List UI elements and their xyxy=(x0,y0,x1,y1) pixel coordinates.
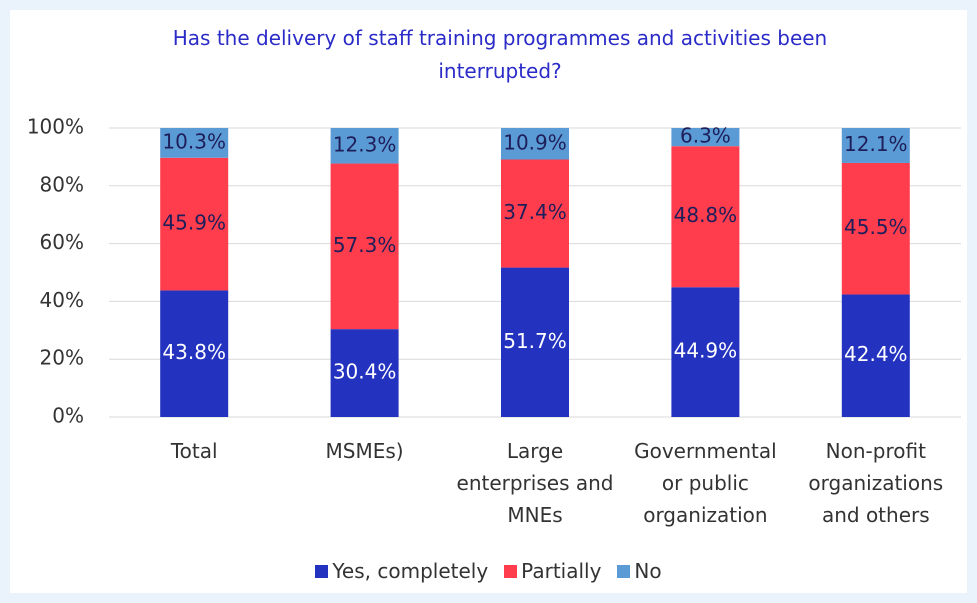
legend-swatch xyxy=(504,564,518,578)
bar-segment xyxy=(501,159,569,268)
data-label: 43.8% xyxy=(162,340,226,364)
x-tick-label: MSMEs) xyxy=(325,439,404,463)
bar-segment xyxy=(841,162,910,295)
legend: Yes, completely Partially No xyxy=(0,559,977,583)
legend-label: Partially xyxy=(521,559,602,583)
bar-segment xyxy=(841,294,910,417)
legend-item: No xyxy=(617,559,662,583)
x-tick-label: Non-profit organizations and others xyxy=(808,439,944,527)
legend-item: Partially xyxy=(504,559,601,583)
x-tick-label: Large enterprises and MNEs xyxy=(456,439,614,527)
bar-segment xyxy=(160,128,229,158)
bar-segment xyxy=(671,128,740,147)
data-label: 6.3% xyxy=(680,124,731,148)
data-label: 44.9% xyxy=(674,339,738,363)
legend-swatch xyxy=(315,564,329,578)
y-tick-label: 40% xyxy=(40,288,84,312)
bar-segment xyxy=(160,290,229,417)
y-tick-label: 60% xyxy=(40,230,84,254)
data-label: 48.8% xyxy=(674,203,738,227)
y-tick-label: 100% xyxy=(27,115,84,139)
bar-segment xyxy=(330,329,399,417)
data-label: 45.5% xyxy=(844,215,908,239)
x-tick-label: Total xyxy=(170,439,218,463)
chart-title: Has the delivery of staff training progr… xyxy=(172,26,828,83)
legend-swatch xyxy=(617,564,631,578)
data-label: 30.4% xyxy=(333,360,397,384)
bar-segment xyxy=(501,128,569,160)
data-label: 10.3% xyxy=(162,129,226,153)
legend-item: Yes, completely xyxy=(315,559,488,583)
y-tick-label: 20% xyxy=(40,346,84,370)
data-label: 10.9% xyxy=(503,130,567,154)
y-tick-label: 80% xyxy=(40,172,84,196)
legend-label: No xyxy=(634,559,662,583)
data-label: 51.7% xyxy=(503,329,567,353)
data-label: 37.4% xyxy=(503,200,567,224)
data-label: 12.3% xyxy=(333,132,397,156)
data-label: 45.9% xyxy=(162,211,226,235)
legend-label: Yes, completely xyxy=(332,559,489,583)
data-label: 42.4% xyxy=(844,342,908,366)
data-label: 57.3% xyxy=(333,233,397,257)
data-label: 12.1% xyxy=(844,132,908,156)
bar-segment xyxy=(841,128,910,163)
bar-segment xyxy=(160,157,229,291)
bar-segment xyxy=(671,146,740,288)
bar-segment xyxy=(671,287,740,417)
bar-segment xyxy=(501,267,569,417)
bar-segment xyxy=(330,163,399,330)
x-tick-label: Governmental or public organization xyxy=(634,439,777,527)
y-tick-label: 0% xyxy=(52,404,84,428)
bar-segment xyxy=(330,128,399,164)
